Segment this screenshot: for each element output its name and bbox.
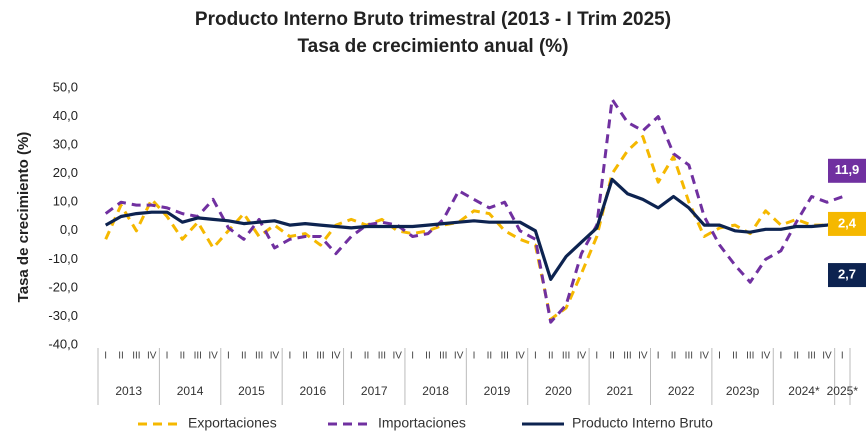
x-tick-label: IV: [638, 351, 648, 362]
end-label-box: [828, 211, 866, 236]
year-label: 2015: [238, 384, 265, 398]
year-label: 2021: [606, 384, 633, 398]
y-tick-label: 40,0: [53, 108, 78, 123]
end-label: 2,4: [838, 215, 857, 230]
x-tick-label: III: [501, 351, 509, 362]
x-tick-label: I: [473, 351, 476, 362]
x-tick-label: III: [316, 351, 324, 362]
legend-label: Exportaciones: [188, 415, 277, 431]
year-label: 2023p: [726, 384, 760, 398]
y-tick-label: -20,0: [48, 279, 78, 294]
legend-label: Producto Interno Bruto: [572, 415, 713, 431]
x-tick-label: III: [378, 351, 386, 362]
x-tick-label: III: [439, 351, 447, 362]
x-tick-label: III: [562, 351, 570, 362]
y-tick-label: 0,0: [60, 222, 78, 237]
series-line: [104, 135, 843, 321]
x-tick-label: IV: [761, 351, 771, 362]
year-label: 2017: [361, 384, 388, 398]
y-tick-label: -10,0: [48, 251, 78, 266]
x-tick-label: I: [595, 351, 598, 362]
series-line: [104, 97, 843, 324]
x-tick-label: IV: [699, 351, 709, 362]
year-label: 2014: [177, 384, 204, 398]
x-tick-label: III: [623, 351, 631, 362]
legend-label: Importaciones: [378, 415, 466, 431]
x-tick-label: I: [657, 351, 660, 362]
y-tick-label: -30,0: [48, 308, 78, 323]
series-line: [104, 177, 843, 281]
x-tick-label: II: [364, 351, 370, 362]
x-tick-label: I: [411, 351, 414, 362]
x-tick-label: I: [166, 351, 169, 362]
x-tick-label: II: [609, 351, 615, 362]
y-tick-label: 10,0: [53, 194, 78, 209]
x-tick-label: II: [794, 351, 800, 362]
x-tick-label: I: [718, 351, 721, 362]
year-label: 2024*: [788, 384, 820, 398]
y-tick-label: -40,0: [48, 336, 78, 351]
year-label: 2022: [668, 384, 695, 398]
chart-subtitle: Tasa de crecimiento anual (%): [297, 36, 568, 57]
x-tick-label: I: [288, 351, 291, 362]
year-label: 2019: [484, 384, 511, 398]
x-tick-label: II: [302, 351, 308, 362]
x-tick-label: III: [807, 351, 815, 362]
x-tick-label: I: [780, 351, 783, 362]
year-label: 2020: [545, 384, 572, 398]
x-tick-label: IV: [270, 351, 280, 362]
x-tick-label: III: [685, 351, 693, 362]
year-label: 2016: [300, 384, 327, 398]
x-tick-label: IV: [393, 351, 403, 362]
end-label: 2,7: [838, 267, 856, 282]
y-tick-label: 50,0: [53, 79, 78, 94]
x-tick-label: II: [241, 351, 247, 362]
x-tick-label: IV: [577, 351, 587, 362]
x-tick-label: II: [118, 351, 124, 362]
x-tick-label: I: [104, 351, 107, 362]
x-tick-label: II: [732, 351, 738, 362]
x-tick-label: I: [350, 351, 353, 362]
x-tick-label: IV: [208, 351, 218, 362]
end-label-box: [828, 158, 866, 183]
year-label: 2018: [422, 384, 449, 398]
x-tick-label: II: [548, 351, 554, 362]
end-label: 11,9: [835, 162, 860, 177]
x-tick-label: I: [227, 351, 230, 362]
year-label: 2025*: [827, 384, 859, 398]
x-tick-label: II: [180, 351, 186, 362]
x-tick-label: III: [746, 351, 754, 362]
x-tick-label: III: [194, 351, 202, 362]
y-axis-label: Tasa de crecimiento (%): [15, 132, 32, 303]
x-tick-label: IV: [515, 351, 525, 362]
x-tick-label: IV: [454, 351, 464, 362]
x-tick-label: IV: [147, 351, 157, 362]
x-tick-label: IV: [822, 351, 832, 362]
x-tick-label: III: [255, 351, 263, 362]
end-label-box: [828, 263, 866, 288]
x-tick-label: II: [487, 351, 493, 362]
chart-title: Producto Interno Bruto trimestral (2013 …: [195, 9, 671, 30]
y-tick-label: 20,0: [53, 165, 78, 180]
x-tick-label: III: [132, 351, 140, 362]
y-tick-label: 30,0: [53, 137, 78, 152]
x-tick-label: II: [425, 351, 431, 362]
x-tick-label: IV: [331, 351, 341, 362]
x-tick-label: II: [671, 351, 677, 362]
x-tick-label: I: [534, 351, 537, 362]
x-tick-label: I: [841, 351, 844, 362]
year-label: 2013: [115, 384, 142, 398]
